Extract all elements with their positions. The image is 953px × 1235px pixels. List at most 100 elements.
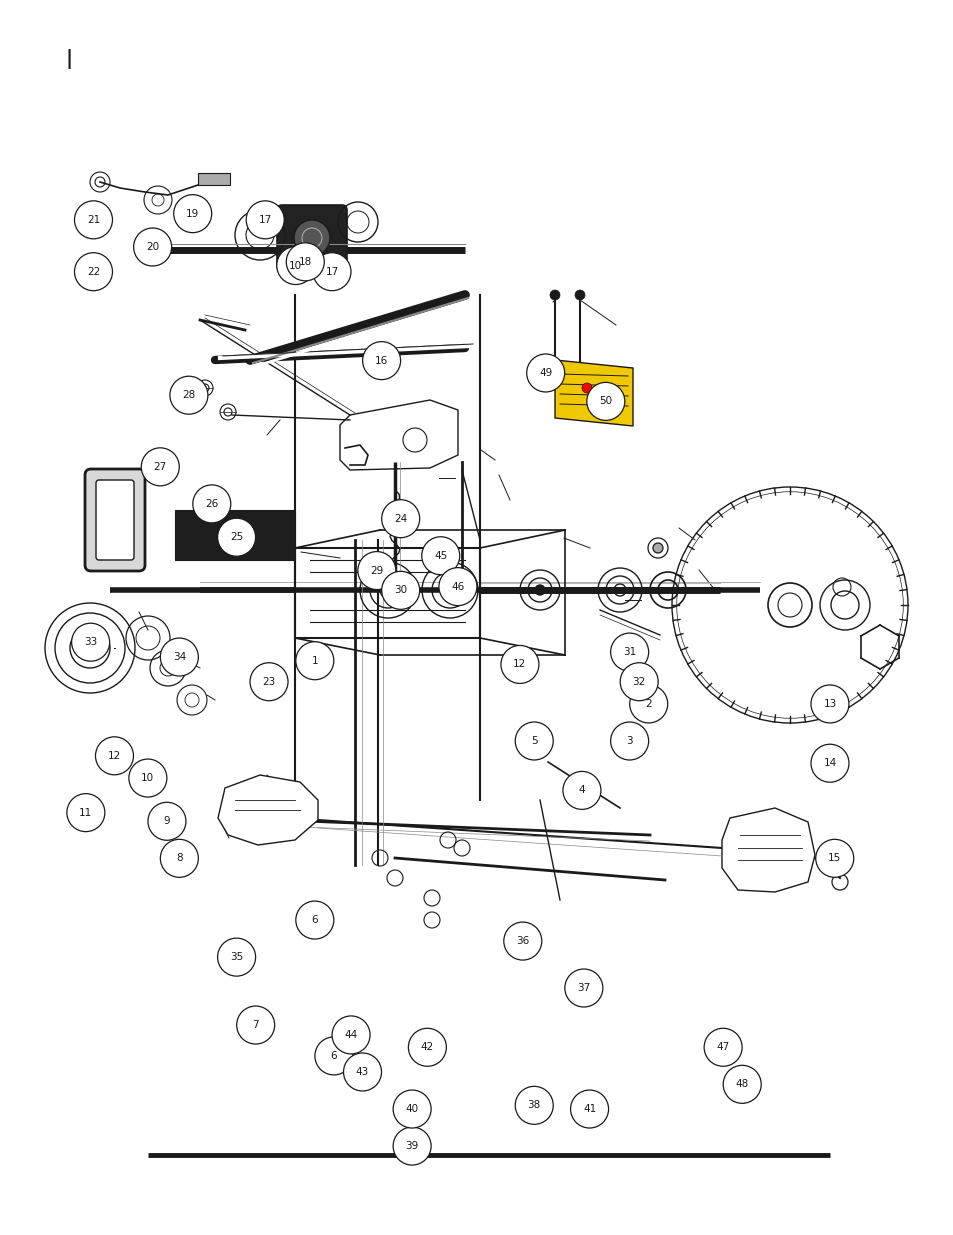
Circle shape — [581, 383, 592, 393]
Text: 8: 8 — [176, 853, 182, 863]
Circle shape — [515, 722, 553, 760]
Text: 11: 11 — [79, 808, 92, 818]
Circle shape — [550, 290, 559, 300]
Circle shape — [381, 572, 419, 609]
Text: 17: 17 — [325, 267, 338, 277]
Text: 37: 37 — [577, 983, 590, 993]
Circle shape — [562, 772, 600, 809]
Text: 10: 10 — [141, 773, 154, 783]
Circle shape — [250, 663, 288, 700]
Circle shape — [160, 638, 198, 676]
Text: 23: 23 — [262, 677, 275, 687]
Text: 45: 45 — [434, 551, 447, 561]
Circle shape — [393, 1091, 431, 1128]
Text: 15: 15 — [827, 853, 841, 863]
Text: 44: 44 — [344, 1030, 357, 1040]
Text: 27: 27 — [153, 462, 167, 472]
Text: 32: 32 — [632, 677, 645, 687]
Circle shape — [141, 448, 179, 485]
Text: 49: 49 — [538, 368, 552, 378]
Circle shape — [610, 722, 648, 760]
Circle shape — [71, 624, 110, 661]
Circle shape — [815, 840, 853, 877]
Circle shape — [381, 500, 419, 537]
Text: 22: 22 — [87, 267, 100, 277]
Text: 50: 50 — [598, 396, 612, 406]
Text: 5: 5 — [531, 736, 537, 746]
Text: 25: 25 — [230, 532, 243, 542]
Text: |: | — [65, 49, 72, 69]
Circle shape — [217, 519, 255, 556]
Circle shape — [173, 195, 212, 232]
Circle shape — [703, 1029, 741, 1066]
Text: 14: 14 — [822, 758, 836, 768]
Circle shape — [564, 969, 602, 1007]
Text: 43: 43 — [355, 1067, 369, 1077]
Circle shape — [343, 1053, 381, 1091]
Circle shape — [575, 290, 584, 300]
Text: 38: 38 — [527, 1100, 540, 1110]
Circle shape — [294, 220, 330, 256]
Text: 17: 17 — [258, 215, 272, 225]
Circle shape — [500, 646, 538, 683]
Circle shape — [515, 1087, 553, 1124]
Circle shape — [129, 760, 167, 797]
Circle shape — [408, 1029, 446, 1066]
Circle shape — [438, 568, 476, 605]
Circle shape — [246, 201, 284, 238]
Circle shape — [332, 1016, 370, 1053]
Text: 21: 21 — [87, 215, 100, 225]
Text: 39: 39 — [405, 1141, 418, 1151]
Circle shape — [526, 354, 564, 391]
Text: 12: 12 — [108, 751, 121, 761]
Text: 18: 18 — [298, 257, 312, 267]
FancyBboxPatch shape — [85, 469, 145, 571]
Circle shape — [503, 923, 541, 960]
Text: 4: 4 — [578, 785, 584, 795]
Circle shape — [133, 228, 172, 266]
Text: 30: 30 — [394, 585, 407, 595]
Text: 46: 46 — [451, 582, 464, 592]
Text: 42: 42 — [420, 1042, 434, 1052]
Circle shape — [160, 840, 198, 877]
Text: 47: 47 — [716, 1042, 729, 1052]
Text: 12: 12 — [513, 659, 526, 669]
Circle shape — [586, 383, 624, 420]
Text: 10: 10 — [289, 261, 302, 270]
Text: 34: 34 — [172, 652, 186, 662]
Text: 28: 28 — [182, 390, 195, 400]
Circle shape — [67, 794, 105, 831]
Circle shape — [810, 685, 848, 722]
Polygon shape — [339, 400, 457, 471]
Bar — [198, 173, 230, 185]
Circle shape — [217, 939, 255, 976]
Circle shape — [535, 585, 544, 595]
Text: 9: 9 — [164, 816, 170, 826]
Circle shape — [362, 342, 400, 379]
Text: 48: 48 — [735, 1079, 748, 1089]
FancyBboxPatch shape — [276, 205, 347, 270]
Circle shape — [722, 1066, 760, 1103]
Circle shape — [619, 663, 658, 700]
Circle shape — [357, 552, 395, 589]
Text: 36: 36 — [516, 936, 529, 946]
Text: 26: 26 — [205, 499, 218, 509]
Circle shape — [295, 642, 334, 679]
Circle shape — [610, 634, 648, 671]
Text: 41: 41 — [582, 1104, 596, 1114]
Circle shape — [314, 1037, 353, 1074]
Circle shape — [236, 1007, 274, 1044]
Text: 7: 7 — [253, 1020, 258, 1030]
Text: 35: 35 — [230, 952, 243, 962]
Text: 24: 24 — [394, 514, 407, 524]
Circle shape — [810, 745, 848, 782]
Circle shape — [286, 243, 324, 280]
FancyBboxPatch shape — [96, 480, 133, 559]
Circle shape — [570, 1091, 608, 1128]
Polygon shape — [174, 510, 294, 559]
Circle shape — [313, 253, 351, 290]
Text: 20: 20 — [146, 242, 159, 252]
Text: 3: 3 — [626, 736, 632, 746]
Text: 19: 19 — [186, 209, 199, 219]
Circle shape — [74, 253, 112, 290]
